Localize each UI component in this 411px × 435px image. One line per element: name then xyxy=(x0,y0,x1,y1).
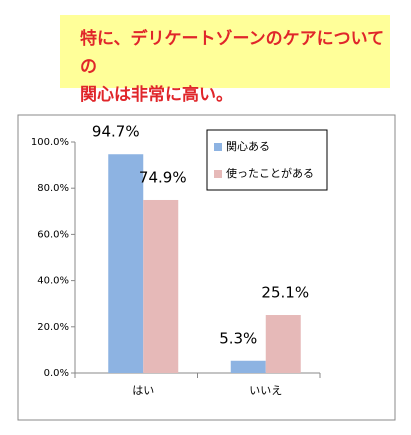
chart-frame xyxy=(17,114,396,421)
legend-label: 使ったことがある xyxy=(226,166,314,180)
legend-swatch xyxy=(214,170,222,178)
data-label: 25.1% xyxy=(261,284,309,302)
bar xyxy=(265,315,301,373)
data-label: 94.7% xyxy=(92,123,140,141)
y-tick-label: 0.0% xyxy=(44,368,69,379)
x-tick-label: はい xyxy=(132,384,154,397)
x-tick-label: いいえ xyxy=(249,384,282,397)
bar xyxy=(230,360,266,373)
y-tick-label: 80.0% xyxy=(37,183,69,194)
headline: 特に、デリケートゾーンのケアについての xyxy=(80,29,385,77)
legend-label: 関心ある xyxy=(226,140,270,153)
legend-swatch xyxy=(214,143,222,151)
headline-box: 特に、デリケートゾーンのケアについての 関心は非常に高い。 xyxy=(60,15,390,105)
legend xyxy=(206,129,328,191)
bar xyxy=(143,199,179,373)
data-label: 74.9% xyxy=(139,168,187,186)
y-tick-label: 40.0% xyxy=(37,276,69,287)
y-tick-label: 60.0% xyxy=(37,229,69,240)
y-tick-label: 20.0% xyxy=(37,322,69,333)
bar xyxy=(108,154,144,373)
y-tick-label: 100.0% xyxy=(31,137,69,148)
data-label: 5.3% xyxy=(219,329,257,347)
headline: 関心は非常に高い。 xyxy=(80,85,233,105)
